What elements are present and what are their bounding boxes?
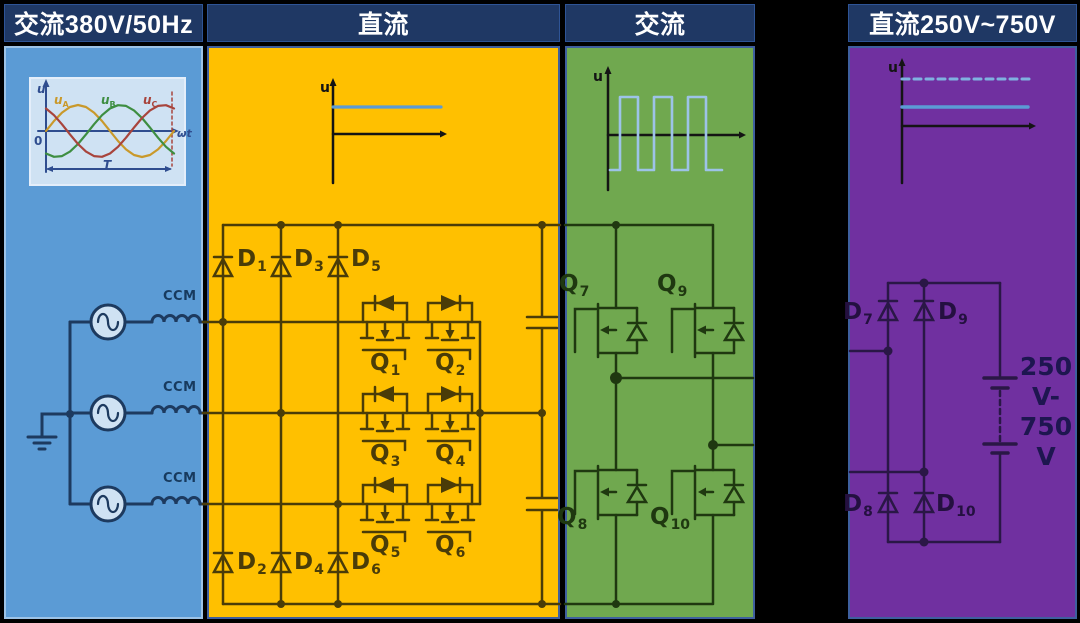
- sine-uc: [44, 104, 176, 158]
- switch-q6: [424, 476, 476, 543]
- ccm-label-c: CCM: [163, 471, 197, 486]
- d6-label: D6: [351, 549, 381, 578]
- dc-waveform: [329, 78, 447, 185]
- u-axis-label-dcout: u: [888, 60, 898, 76]
- q8-label: Q8: [557, 504, 588, 533]
- d7-label: D7: [843, 299, 873, 328]
- q5-label: Q5: [370, 532, 401, 561]
- switch-q1: [359, 294, 411, 361]
- battery-icon: [982, 281, 1018, 544]
- diode-d8: [876, 491, 900, 514]
- q4-label: Q4: [435, 441, 466, 470]
- diode-d4: [269, 551, 293, 574]
- q1-label: Q1: [370, 350, 401, 379]
- switch-q3: [359, 385, 411, 452]
- ac-source-phase-c: [68, 485, 208, 523]
- rectifier-dc-link-circuit: [201, 78, 562, 608]
- mosfet-q8: [573, 464, 649, 521]
- d3-label: D3: [294, 246, 324, 275]
- header-dc-link: 直流: [207, 4, 560, 42]
- square-waveform: [604, 66, 746, 192]
- battery-voltage-label: 250 V- 750 V: [1019, 352, 1073, 471]
- switch-q4: [424, 385, 476, 452]
- diode-d1: [211, 255, 235, 278]
- ground-icon: [26, 435, 58, 451]
- switch-q2: [424, 294, 476, 361]
- sine-ub: [44, 104, 176, 158]
- diode-d9: [912, 299, 936, 322]
- ccm-label-a: CCM: [163, 289, 197, 304]
- switch-q5: [359, 476, 411, 543]
- panel-dc-output: [848, 46, 1077, 619]
- ccm-inductor: [150, 314, 202, 324]
- q9-label: Q9: [657, 271, 688, 300]
- diode-d3: [269, 255, 293, 278]
- d8-label: D8: [843, 491, 873, 520]
- three-phase-source-circuit: [26, 77, 208, 523]
- u-axis-label-dc: u: [320, 80, 330, 96]
- diode-d6: [326, 551, 350, 574]
- inset-ua-label: uA: [54, 93, 69, 109]
- inset-uc-label: uC: [143, 93, 158, 109]
- mosfet-q7: [573, 302, 649, 359]
- u-axis-label-ac: u: [593, 69, 603, 85]
- d1-label: D1: [237, 246, 267, 275]
- inset-ub-label: uB: [101, 93, 116, 109]
- header-dc-output: 直流250V~750V: [848, 4, 1077, 42]
- q2-label: Q2: [435, 350, 466, 379]
- sine-ua: [44, 103, 176, 159]
- d4-label: D4: [294, 549, 324, 578]
- header-ac-output: 交流: [565, 4, 755, 42]
- ccm-inductor: [150, 405, 202, 415]
- inset-period-label: T: [103, 158, 112, 172]
- inverter-circuit: [563, 66, 755, 608]
- inset-u-label: u: [37, 82, 46, 96]
- ac-source-phase-a: [68, 303, 208, 341]
- diode-d5: [326, 255, 350, 278]
- output-rectifier-circuit: [848, 58, 1036, 547]
- diode-d7: [876, 299, 900, 322]
- ccm-label-b: CCM: [163, 380, 197, 395]
- d5-label: D5: [351, 246, 381, 275]
- inset-omega-t-label: ωt: [177, 127, 192, 140]
- d10-label: D10: [936, 491, 976, 520]
- header-ac-input: 交流380V/50Hz: [4, 4, 203, 42]
- dc-output-waveform: [898, 58, 1036, 185]
- ground-wire: [40, 412, 72, 438]
- q10-label: Q10: [650, 504, 691, 533]
- diode-d2: [211, 551, 235, 574]
- d9-label: D9: [938, 299, 968, 328]
- d2-label: D2: [237, 549, 267, 578]
- ccm-inductor: [150, 496, 202, 506]
- inset-zero-label: 0: [34, 134, 43, 148]
- panel-ac-output: [565, 46, 755, 619]
- mosfet-q10: [670, 464, 746, 521]
- q7-label: Q7: [559, 271, 590, 300]
- q6-label: Q6: [435, 532, 466, 561]
- mosfet-q9: [670, 302, 746, 359]
- ac-source-phase-b: [68, 394, 208, 432]
- diode-d10: [912, 491, 936, 514]
- q3-label: Q3: [370, 441, 401, 470]
